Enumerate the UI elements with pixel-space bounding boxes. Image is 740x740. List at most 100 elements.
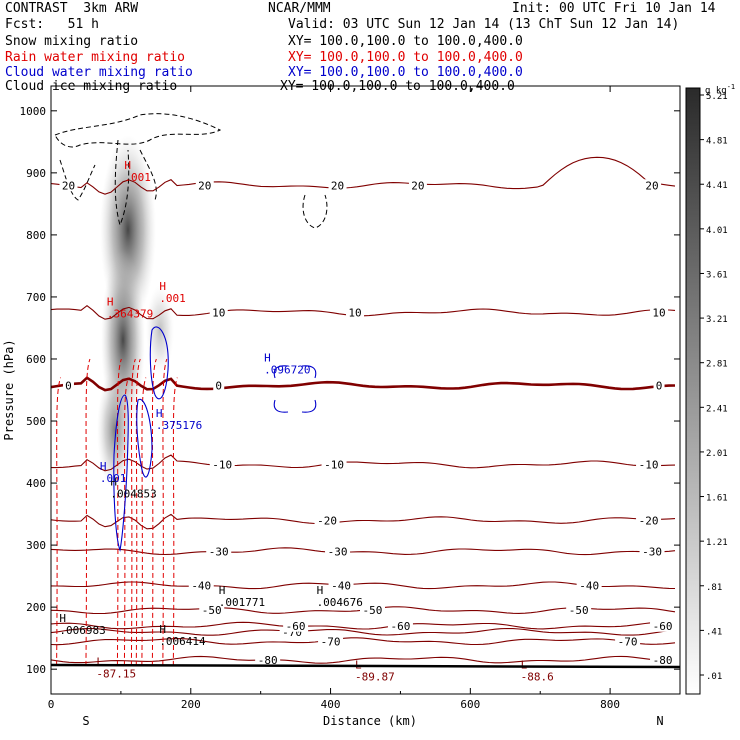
isotherm-label-bg xyxy=(650,306,669,319)
plot-frame xyxy=(50,85,681,695)
isotherm-label-bg xyxy=(636,514,662,527)
isotherm-label: -30 xyxy=(328,545,348,558)
extremum-marker: L xyxy=(96,655,103,668)
extremum-marker: H xyxy=(110,475,117,488)
cloud-water-contour xyxy=(113,394,129,552)
isotherm xyxy=(51,621,676,630)
isotherm-label-bg xyxy=(209,458,235,471)
colorbar-tick-label: 2.41 xyxy=(706,404,728,414)
isotherm-label-bg xyxy=(639,545,665,558)
colorbar xyxy=(685,87,701,695)
colorbar-tick-label: 4.41 xyxy=(706,181,728,191)
extremum-marker: H xyxy=(264,351,271,364)
extremum-value: .001 xyxy=(159,292,186,305)
extremum-marker: H xyxy=(59,612,66,625)
colorbar-tick-label: .81 xyxy=(706,583,722,593)
snow-shading xyxy=(97,135,174,490)
colorbar-tick-label: 1.21 xyxy=(706,538,728,548)
y-tick-label: 700 xyxy=(26,291,46,304)
x-axis-label: Distance (km) xyxy=(323,714,417,728)
isotherm-label-bg xyxy=(314,514,340,527)
isotherm-label-bg xyxy=(653,379,665,392)
isotherm-label: 20 xyxy=(645,179,658,192)
extremum-value: .004853 xyxy=(110,487,156,500)
isotherm-label-bg xyxy=(283,619,309,632)
isotherm-label: -30 xyxy=(209,545,229,558)
colorbar-ticks: .01 .41 .81 1.21 1.61 2.01 2.41 2.81 3.21 3.61 4.0… xyxy=(700,92,728,682)
y-tick-label: 1000 xyxy=(20,105,47,118)
extremum-marker: H xyxy=(317,584,324,597)
isotherm-label: -10 xyxy=(639,458,659,471)
x-tick-label: 400 xyxy=(321,698,341,711)
extremum-value: .004676 xyxy=(317,596,363,609)
x-tick-label: 800 xyxy=(600,698,620,711)
institution-title: NCAR/MMM xyxy=(268,1,331,16)
y-tick-label: 100 xyxy=(26,663,46,676)
isotherm-label: 10 xyxy=(212,306,225,319)
isotherm xyxy=(51,156,676,195)
colorbar-tick-label: 5.21 xyxy=(706,92,728,102)
isotherm-label-bg xyxy=(206,545,232,558)
isotherm-label-bg xyxy=(576,579,602,592)
x-tick-label: 200 xyxy=(181,698,201,711)
isotherm-label: -10 xyxy=(212,458,232,471)
isotherm xyxy=(51,655,675,664)
colorbar-tick-label: 3.21 xyxy=(706,315,728,325)
isotherm xyxy=(51,376,676,392)
isotherm-label: 0 xyxy=(215,380,222,393)
y-tick-label: 800 xyxy=(26,229,46,242)
rain-contour xyxy=(85,358,91,667)
isotherm-label-bg xyxy=(213,379,225,392)
extremum-value: .001 xyxy=(124,171,151,184)
cloud-water-contour xyxy=(136,398,153,478)
isotherm-label: -70 xyxy=(321,635,341,648)
isotherm-label: -40 xyxy=(579,579,599,592)
extremum-value: .001771 xyxy=(219,596,265,609)
field-xy-rain: XY= 100.0,100.0 to 100.0,400.0 xyxy=(288,50,523,65)
colorbar-tick-label: 1.61 xyxy=(706,494,728,504)
isotherm-label-bg xyxy=(59,179,78,192)
isotherm-label-bg xyxy=(199,604,225,617)
extremum-value: -87.15 xyxy=(96,667,136,680)
isotherm-label: -50 xyxy=(569,604,589,617)
init-time: Init: 00 UTC Fri 10 Jan 14 xyxy=(512,1,716,16)
y-tick-label: 400 xyxy=(26,477,46,490)
colorbar-tick-label: 4.81 xyxy=(706,137,728,147)
isotherm xyxy=(51,627,676,636)
isotherm-label-bg xyxy=(209,306,228,319)
isotherm-label-bg xyxy=(650,653,676,666)
colorbar-tick-label: 2.81 xyxy=(706,360,728,370)
extremum-value: .375176 xyxy=(156,419,202,432)
temperature-contours: -80 -80-70 -70-70-60 -60 -60-50 -50 -50-40 -40-… xyxy=(51,156,676,667)
cloud-water-contour xyxy=(273,365,317,413)
isotherm-label: 20 xyxy=(62,179,75,192)
isotherm-label-bg xyxy=(328,579,354,592)
valid-time: Valid: 03 UTC Sun 12 Jan 14 (13 ChT Sun … xyxy=(288,17,680,32)
rain-contour xyxy=(151,358,157,667)
isotherm-label: -20 xyxy=(317,514,337,527)
colorbar-unit: g kg-1 xyxy=(705,83,735,96)
isotherm-label-bg xyxy=(359,604,385,617)
y-tick-label: 500 xyxy=(26,415,46,428)
y-tick-label: 600 xyxy=(26,353,46,366)
field-label-cloud: Cloud water mixing ratio xyxy=(5,65,193,80)
isotherm-label: 0 xyxy=(65,380,72,393)
isotherm-label: -40 xyxy=(191,579,211,592)
rain-contour xyxy=(135,358,141,667)
isotherm-label: 10 xyxy=(652,306,665,319)
isotherm-label: -10 xyxy=(324,458,344,471)
endpoint-right: N xyxy=(656,714,663,728)
rain-contour xyxy=(141,377,147,667)
colorbar-tick-label: 2.01 xyxy=(706,449,728,459)
extremum-marker: H xyxy=(159,623,166,636)
extremum-marker: H xyxy=(107,296,114,309)
extremum-marker: H xyxy=(159,280,166,293)
isotherm-label: -20 xyxy=(639,514,659,527)
extremum-marker: H xyxy=(100,460,107,473)
isotherm-label: 10 xyxy=(348,306,361,319)
rain-contour xyxy=(116,358,122,667)
isotherm-label-bg xyxy=(325,545,351,558)
isotherm-label-bg xyxy=(328,179,347,192)
